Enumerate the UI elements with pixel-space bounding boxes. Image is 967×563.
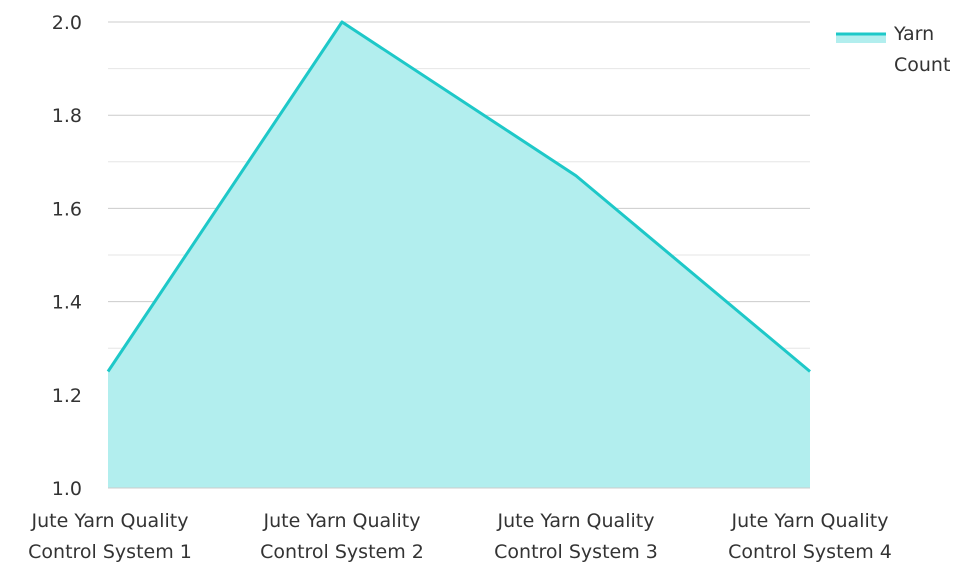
y-tick-label-5: 2.0 <box>52 12 82 34</box>
y-tick-label-4: 1.8 <box>52 105 82 127</box>
legend[interactable]: Yarn Count <box>836 23 950 76</box>
series-line <box>106 20 811 373</box>
series-area-fill <box>108 22 810 488</box>
y-tick-label-3: 1.6 <box>52 198 82 220</box>
legend-swatch-fill <box>836 34 886 43</box>
y-axis-tick-labels: 1.0 1.2 1.4 1.6 1.8 2.0 <box>52 12 82 500</box>
y-tick-label-2: 1.4 <box>52 292 82 314</box>
legend-label-yarn-count: Yarn Count <box>893 23 950 76</box>
y-tick-label-1: 1.2 <box>52 385 82 407</box>
x-tick-label-1: Jute Yarn Quality Control System 2 <box>260 510 424 563</box>
y-tick-label-0: 1.0 <box>52 478 82 500</box>
x-tick-label-2: Jute Yarn Quality Control System 3 <box>494 510 658 563</box>
x-axis-tick-labels: Jute Yarn Quality Control System 1 Jute Ya… <box>28 510 892 563</box>
x-tick-label-0: Jute Yarn Quality Control System 1 <box>28 510 192 563</box>
x-tick-label-3: Jute Yarn Quality Control System 4 <box>728 510 892 563</box>
